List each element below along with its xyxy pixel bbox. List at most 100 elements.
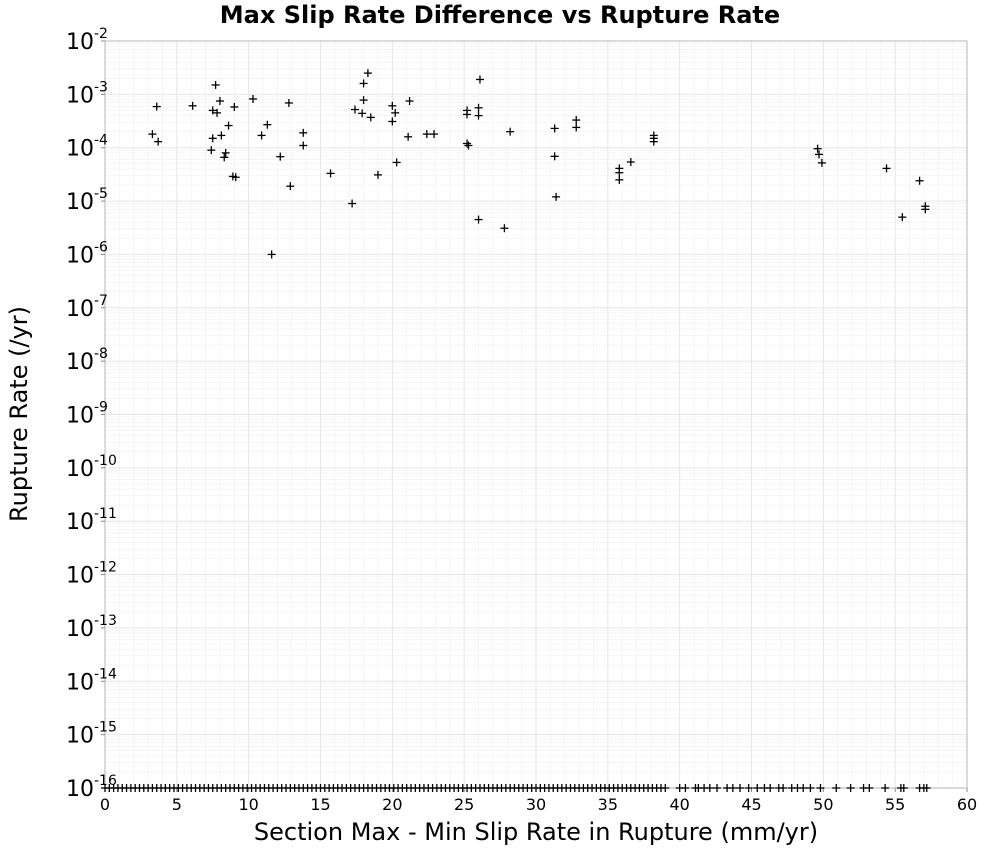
- floor-data-point: [705, 784, 714, 792]
- data-point: [154, 137, 163, 146]
- y-tick-label: 10-11: [66, 506, 117, 535]
- floor-data-point: [779, 784, 788, 792]
- x-tick-label: 30: [526, 795, 546, 814]
- y-tick-label: 10-5: [66, 186, 108, 215]
- data-point: [359, 79, 368, 88]
- floor-data-point: [799, 784, 808, 792]
- x-tick-label: 60: [957, 795, 977, 814]
- floor-data-point: [728, 784, 737, 792]
- data-point: [813, 144, 822, 153]
- data-point: [348, 199, 357, 208]
- data-point: [474, 103, 483, 112]
- data-point: [220, 153, 229, 162]
- data-point: [422, 130, 431, 139]
- data-point: [921, 205, 930, 214]
- floor-data-point: [832, 784, 841, 792]
- y-tick-label: 10-4: [66, 133, 108, 162]
- y-tick-label: 10-15: [66, 720, 117, 749]
- x-axis: 0 5 10 15 20 25 30 35 40 45 50 55 60: [100, 788, 977, 814]
- data-point: [208, 134, 217, 143]
- floor-data-point: [922, 784, 931, 792]
- chart-title: Max Slip Rate Difference vs Rupture Rate: [220, 1, 780, 29]
- data-point: [815, 150, 824, 159]
- data-point: [359, 96, 368, 105]
- y-tick-label: 10-14: [66, 666, 117, 695]
- data-point: [552, 192, 561, 201]
- floor-data-point: [846, 784, 855, 792]
- data-point: [230, 102, 239, 111]
- data-point: [188, 101, 197, 110]
- x-axis-label: Section Max - Min Slip Rate in Rupture (…: [254, 818, 818, 846]
- x-tick-label: 45: [741, 795, 761, 814]
- data-point: [405, 97, 414, 106]
- data-point: [207, 146, 216, 155]
- data-point: [284, 98, 293, 107]
- data-point: [267, 250, 276, 259]
- data-point: [500, 224, 509, 233]
- data-point: [388, 101, 397, 110]
- data-point: [152, 102, 161, 111]
- data-point: [215, 97, 224, 106]
- data-point: [464, 141, 473, 150]
- floor-data-point: [766, 784, 775, 792]
- data-point: [615, 175, 624, 184]
- x-tick-label: 5: [172, 795, 182, 814]
- x-tick-label: 50: [813, 795, 833, 814]
- data-point: [429, 130, 438, 139]
- y-tick-label: 10-13: [66, 613, 117, 642]
- x-tick-label: 35: [598, 795, 618, 814]
- y-tick-label: 10-6: [66, 239, 108, 268]
- data-point: [391, 108, 400, 117]
- data-point: [649, 137, 658, 146]
- floor-data-point: [681, 784, 690, 792]
- x-tick-label: 20: [382, 795, 402, 814]
- y-tick-label: 10-7: [66, 293, 108, 322]
- data-point: [626, 157, 635, 166]
- data-point: [350, 105, 359, 114]
- y-tick-label: 10-9: [66, 400, 108, 429]
- floor-data-point: [865, 784, 874, 792]
- data-point: [882, 164, 891, 173]
- x-tick-label: 40: [669, 795, 689, 814]
- data-point: [898, 213, 907, 222]
- data-point: [358, 109, 367, 118]
- data-point: [388, 117, 397, 126]
- data-point: [224, 121, 233, 130]
- data-point: [248, 94, 257, 103]
- y-tick-label: 10-8: [66, 346, 108, 375]
- floor-data-point: [806, 784, 815, 792]
- y-tick-label: 10-10: [66, 453, 117, 482]
- floor-data-point: [881, 784, 890, 792]
- data-point: [263, 120, 272, 129]
- data-point: [366, 113, 375, 122]
- data-point: [475, 75, 484, 84]
- y-axis-label: Rupture Rate (/yr): [5, 306, 33, 522]
- y-tick-label: 10-12: [66, 560, 117, 589]
- floor-data-point: [816, 784, 825, 792]
- data-point: [286, 182, 295, 191]
- y-tick-label: 10-2: [66, 26, 108, 55]
- data-point: [506, 127, 515, 136]
- data-point: [213, 108, 222, 117]
- floor-data-point: [661, 784, 670, 792]
- data-point: [572, 123, 581, 132]
- data-point: [404, 132, 413, 141]
- grid: [104, 40, 968, 789]
- y-tick-label: 10-3: [66, 79, 108, 108]
- data-point: [474, 215, 483, 224]
- data-point: [231, 173, 240, 182]
- data-points: [101, 69, 931, 792]
- data-point: [915, 176, 924, 185]
- data-point: [572, 116, 581, 125]
- data-point: [217, 131, 226, 140]
- data-point: [363, 69, 372, 78]
- data-point: [550, 152, 559, 161]
- floor-data-point: [899, 784, 908, 792]
- x-tick-label: 0: [100, 795, 110, 814]
- x-tick-label: 55: [885, 795, 905, 814]
- data-point: [392, 158, 401, 167]
- data-point: [474, 111, 483, 120]
- data-point: [463, 110, 472, 119]
- data-point: [550, 124, 559, 133]
